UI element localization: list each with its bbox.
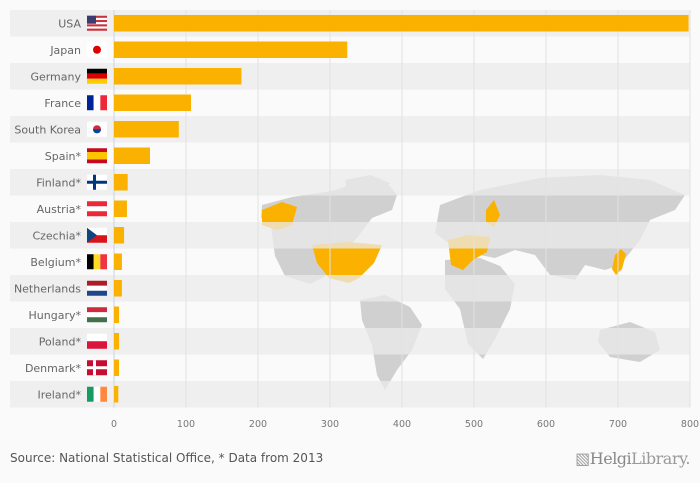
france-flag-icon [87,95,107,111]
category-label: USA [58,17,81,30]
germany-flag-icon [87,68,107,84]
czechia-flag-icon [87,227,107,243]
bar [114,359,120,376]
row-band [10,63,690,90]
row-band [10,275,690,302]
row-band [10,381,690,408]
finland-flag-icon [87,174,107,190]
korea-flag-icon [87,121,107,137]
category-label: Hungary* [29,309,82,322]
bar [114,15,689,32]
bar [114,174,128,191]
row-band [10,116,690,143]
category-label: Ireland* [37,388,81,401]
ireland-flag-icon [87,386,107,402]
poland-flag-icon [87,333,107,349]
x-tick-label: 200 [249,419,267,430]
bar [114,147,150,164]
source-note: Source: National Statistical Office, * D… [10,451,324,465]
bar [114,94,192,111]
bar [114,306,120,323]
category-label: Germany [30,70,81,83]
bar [114,333,120,350]
x-tick-label: 0 [111,419,117,430]
category-label: South Korea [14,123,81,136]
row-band [10,328,690,355]
row-band [10,222,690,249]
japan-flag-icon [87,42,107,58]
category-label: France [44,97,81,110]
bar-chart: USA Japan Germany France South Korea Spain* Fi… [10,10,699,430]
x-tick-label: 600 [537,419,555,430]
x-tick-label: 500 [465,419,483,430]
x-tick-label: 700 [609,419,627,430]
bar [114,121,179,138]
category-label: Belgium* [30,256,81,269]
x-tick-label: 800 [681,419,699,430]
bar [114,200,127,217]
bar [114,253,122,270]
bar [114,68,242,85]
bar [114,280,122,297]
category-label: Denmark* [25,362,82,375]
netherlands-flag-icon [87,280,107,296]
category-label: Netherlands [14,282,81,295]
row-band [10,169,690,196]
category-label: Spain* [45,150,82,163]
bar [114,227,125,244]
hungary-flag-icon [87,307,107,323]
x-tick-label: 400 [393,419,411,430]
bar [114,386,119,403]
denmark-flag-icon [87,360,107,376]
spain-flag-icon [87,148,107,164]
category-label: Japan [49,44,81,57]
belgium-flag-icon [87,254,107,270]
category-label: Austria* [37,203,82,216]
category-label: Finland* [36,176,81,189]
austria-flag-icon [87,201,107,217]
category-label: Poland* [39,335,82,348]
bar [114,41,348,58]
category-label: Czechia* [32,229,81,242]
helgilibrary-logo: ▧HelgiLibrary. [575,449,690,468]
x-tick-label: 300 [321,419,339,430]
x-tick-label: 100 [177,419,195,430]
usa-flag-icon [87,15,107,31]
